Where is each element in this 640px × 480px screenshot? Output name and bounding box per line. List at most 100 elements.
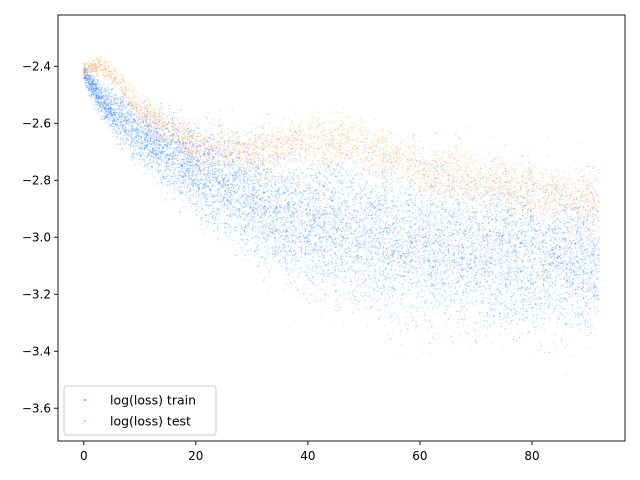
data-point xyxy=(595,202,598,204)
data-point xyxy=(271,199,273,201)
data-point xyxy=(584,255,587,257)
data-point xyxy=(379,270,381,272)
data-point xyxy=(474,265,476,267)
data-point xyxy=(389,261,391,263)
data-point xyxy=(162,184,164,186)
data-point xyxy=(440,293,442,296)
data-point xyxy=(477,285,479,287)
data-point xyxy=(586,214,588,216)
data-point xyxy=(429,247,432,249)
data-point xyxy=(437,300,439,302)
data-point xyxy=(381,198,384,201)
data-point xyxy=(585,250,587,252)
data-point xyxy=(547,259,549,261)
data-point xyxy=(261,256,264,258)
data-point xyxy=(192,162,195,164)
data-point xyxy=(198,126,200,128)
data-point xyxy=(85,80,87,82)
data-point xyxy=(291,119,294,122)
data-point xyxy=(303,132,305,135)
data-point xyxy=(106,98,108,100)
data-point xyxy=(242,177,245,179)
data-point xyxy=(214,164,216,167)
data-point xyxy=(222,196,224,198)
data-point xyxy=(356,261,359,263)
data-point xyxy=(579,274,581,276)
data-point xyxy=(189,170,192,173)
data-point xyxy=(461,253,464,255)
data-point xyxy=(576,261,578,263)
data-point xyxy=(587,251,589,253)
data-point xyxy=(571,295,573,298)
data-point xyxy=(418,234,421,236)
data-point xyxy=(510,292,512,294)
data-point xyxy=(414,195,416,197)
data-point xyxy=(87,76,89,79)
data-point xyxy=(470,193,472,195)
data-point xyxy=(421,270,423,272)
data-point xyxy=(198,188,201,190)
data-point xyxy=(278,187,280,190)
data-point xyxy=(398,220,400,222)
data-point xyxy=(385,202,388,204)
data-point xyxy=(422,246,425,248)
data-point xyxy=(129,114,132,117)
data-point xyxy=(343,204,345,206)
data-point xyxy=(374,187,377,189)
data-point xyxy=(389,238,391,240)
data-point xyxy=(217,236,220,238)
data-point xyxy=(474,215,477,217)
data-point xyxy=(174,182,176,184)
data-point xyxy=(204,186,206,188)
data-point xyxy=(84,82,87,84)
data-point xyxy=(498,263,500,265)
data-point xyxy=(139,147,142,150)
data-point xyxy=(507,288,509,290)
data-point xyxy=(501,261,503,264)
data-point xyxy=(542,249,545,251)
data-point xyxy=(310,293,312,296)
data-point xyxy=(456,178,458,181)
data-point xyxy=(211,168,213,171)
data-point xyxy=(309,247,311,249)
data-point xyxy=(177,128,179,131)
data-point xyxy=(449,260,451,262)
data-point xyxy=(463,232,465,234)
data-point xyxy=(386,220,389,223)
data-point xyxy=(502,281,504,283)
data-point xyxy=(248,155,250,157)
data-point xyxy=(276,194,278,196)
data-point xyxy=(231,219,233,221)
data-point xyxy=(500,247,502,250)
data-point xyxy=(468,235,471,238)
data-point xyxy=(497,291,500,293)
data-point xyxy=(463,192,465,194)
data-point xyxy=(286,265,288,268)
data-point xyxy=(179,131,181,133)
data-point xyxy=(578,231,580,233)
data-point xyxy=(486,215,488,217)
data-point xyxy=(487,243,490,245)
data-point xyxy=(397,246,399,248)
data-point xyxy=(345,241,347,243)
data-point xyxy=(589,256,591,258)
data-point xyxy=(559,248,561,251)
data-point xyxy=(363,232,366,235)
data-point xyxy=(592,194,594,196)
data-point xyxy=(360,218,362,221)
data-point xyxy=(387,234,390,236)
data-point xyxy=(307,215,309,217)
data-point xyxy=(553,283,556,285)
data-point xyxy=(520,242,522,244)
data-point xyxy=(140,143,142,145)
data-point xyxy=(530,207,532,210)
data-point xyxy=(451,248,453,250)
data-point xyxy=(384,211,386,213)
data-point xyxy=(181,159,183,161)
data-point xyxy=(328,160,330,162)
data-point xyxy=(527,239,529,242)
data-point xyxy=(570,292,572,294)
data-point xyxy=(112,116,114,119)
data-point xyxy=(371,305,374,307)
data-point xyxy=(174,166,177,168)
